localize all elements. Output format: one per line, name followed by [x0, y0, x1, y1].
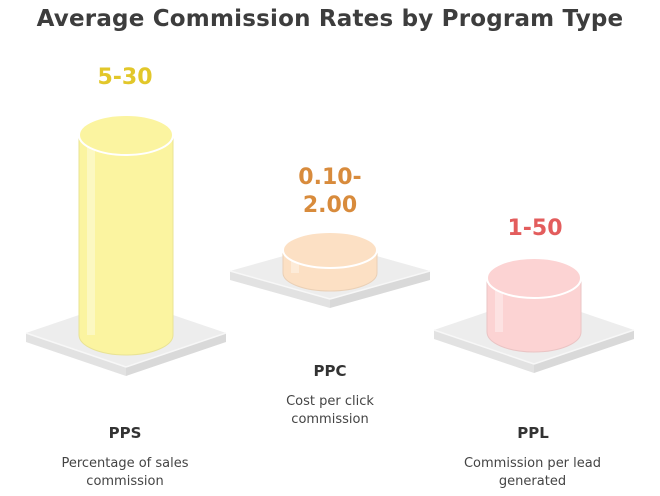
bar-highlight-pps — [87, 139, 95, 335]
platform-right-face-ppl — [534, 330, 634, 373]
category-description-ppc: Cost per click commission — [286, 394, 374, 427]
platform-left-face-pps — [26, 333, 126, 376]
category-description-pps: Percentage of sales commission — [61, 456, 189, 489]
category-label-ppl: PPL — [517, 424, 549, 442]
platform-left-face-ppl — [434, 330, 534, 373]
platform-right-face-pps — [126, 333, 226, 376]
bar-top-ppl — [486, 257, 582, 299]
bar-value-label-pps: 5-30 — [97, 65, 153, 90]
category-label-ppc: PPC — [313, 362, 347, 380]
platform-edge-ppc — [229, 270, 331, 300]
platform-right-face-ppc — [330, 271, 430, 308]
platform-left-face-ppc — [230, 271, 330, 308]
bar-highlight-ppc — [291, 254, 299, 273]
category-label-pps: PPS — [108, 424, 142, 442]
bar-value-label-ppl: 1-50 — [507, 216, 563, 241]
platform-edge-ppl — [433, 329, 535, 365]
bar-top-pps — [78, 114, 174, 156]
platform-edge-right-ppl — [533, 329, 635, 365]
platform-edge-pps — [25, 332, 127, 368]
bar-top-ppc — [282, 231, 378, 269]
bar-highlight-ppl — [495, 282, 503, 332]
bar-value-label-ppc: 0.10-2.00 — [298, 165, 362, 218]
platform-edge-right-pps — [125, 332, 227, 368]
chart-title: Average Commission Rates by Program Type — [36, 6, 624, 32]
category-description-ppl: Commission per lead generated — [463, 456, 601, 489]
platform-edge-right-ppc — [329, 270, 431, 300]
